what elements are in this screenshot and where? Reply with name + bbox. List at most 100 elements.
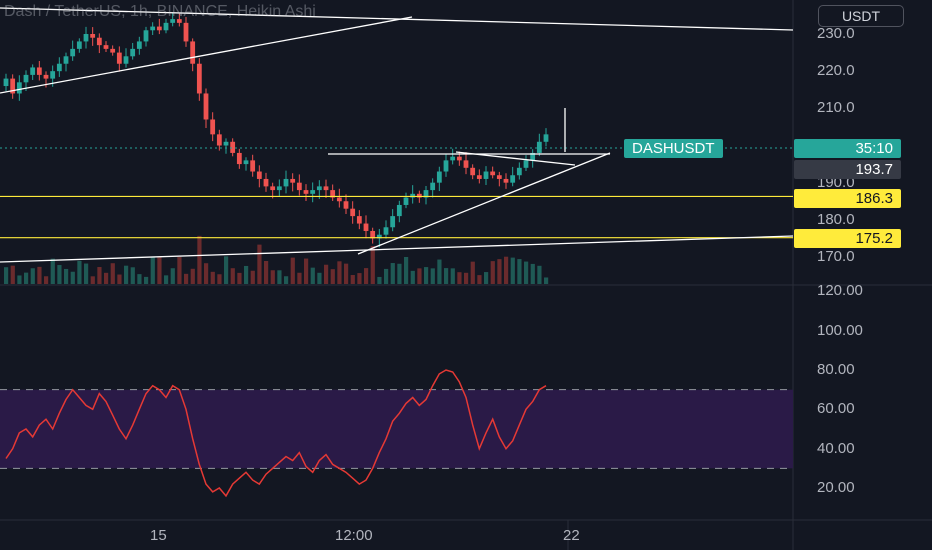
candle-body — [23, 74, 29, 83]
candle-body — [530, 152, 536, 161]
volume-bar — [417, 268, 422, 284]
candle-body — [376, 234, 382, 239]
volume-bar — [364, 268, 369, 284]
volume-bar — [510, 257, 515, 284]
price-tick: 230.0 — [817, 25, 855, 42]
rsi-band — [0, 389, 793, 469]
price-tick: 210.0 — [817, 99, 855, 117]
volume-bar — [37, 266, 42, 284]
candle-body — [250, 160, 256, 172]
candle-body — [456, 156, 462, 161]
volume-bar — [504, 256, 509, 284]
volume-bar — [137, 274, 142, 284]
volume-bar — [210, 271, 215, 284]
volume-bar — [50, 258, 55, 284]
currency-selector[interactable]: USDT — [818, 5, 904, 27]
volume-bar — [290, 257, 295, 284]
volume-bar — [410, 270, 415, 284]
volume-bar — [84, 263, 89, 284]
volume-bar — [184, 273, 189, 284]
volume-bar — [250, 270, 255, 284]
candle-body — [343, 201, 349, 209]
volume-bar — [124, 265, 129, 284]
trendline-lower — [0, 235, 794, 263]
candle-body — [263, 178, 269, 187]
candle-body — [56, 63, 62, 72]
volume-bar — [390, 263, 395, 284]
last-price-badge: 193.7 — [794, 160, 901, 179]
volume-bar — [30, 268, 35, 284]
candle-body — [463, 160, 469, 168]
volume-bar — [170, 268, 175, 284]
volume-bar — [344, 263, 349, 284]
volume-bar — [57, 265, 62, 284]
volume-bar — [64, 268, 69, 284]
candle-body — [283, 178, 289, 187]
candle-body — [30, 67, 36, 75]
volume-bar — [104, 272, 109, 284]
candle-body — [443, 160, 449, 172]
level-badge-186: 186.3 — [794, 189, 901, 208]
volume-bar — [144, 276, 149, 284]
candle-body — [223, 141, 229, 146]
volume-bar — [330, 269, 335, 284]
volume-bar — [537, 265, 542, 284]
volume-bar — [224, 256, 229, 284]
rsi-tick: 40.00 — [817, 439, 855, 457]
candle-body — [423, 190, 429, 198]
trendline-top — [0, 7, 794, 31]
candle-body — [83, 34, 89, 42]
candle-body — [10, 78, 16, 94]
volume-bar — [264, 260, 269, 284]
candle-body — [176, 19, 182, 23]
candle-body — [183, 22, 189, 42]
candle-body — [163, 22, 169, 31]
volume-bar — [470, 261, 475, 284]
volume-bar — [110, 263, 115, 284]
candle-body — [390, 216, 396, 228]
candle-body — [70, 48, 76, 57]
candle-body — [236, 152, 242, 165]
volume-bar — [437, 259, 442, 284]
volume-bar — [230, 268, 235, 284]
candle-body — [363, 223, 369, 231]
candle-body — [16, 82, 22, 94]
volume-bar — [130, 267, 135, 284]
candle-body — [156, 26, 162, 31]
candle-body — [196, 63, 202, 94]
candle-body — [503, 178, 509, 183]
candle-body — [350, 208, 356, 217]
trendline-upper-left — [0, 16, 413, 94]
candle-body — [356, 216, 362, 224]
volume-bar — [530, 263, 535, 284]
candle-body — [396, 204, 402, 217]
symbol-badge: DASHUSDT — [624, 139, 723, 158]
volume-bar — [304, 258, 309, 284]
volume-bar — [464, 272, 469, 284]
volume-bar — [24, 272, 29, 284]
volume-bar — [497, 259, 502, 284]
volume-bar — [310, 267, 315, 284]
candle-body — [256, 171, 262, 179]
volume-bar — [404, 256, 409, 284]
volume-bar — [117, 274, 122, 284]
candle-body — [276, 186, 282, 191]
volume-bar — [370, 246, 375, 284]
level-badge-175: 175.2 — [794, 229, 901, 248]
candle-body — [63, 56, 69, 64]
candle-body — [36, 67, 42, 75]
volume-bar — [524, 261, 529, 284]
rsi-tick: 100.00 — [817, 321, 863, 339]
candle-body — [43, 74, 49, 79]
trendline-triangle-support — [357, 152, 611, 255]
volume-bar — [444, 268, 449, 284]
volume-bar — [257, 244, 262, 284]
candle-body — [90, 34, 96, 38]
rsi-tick: 20.00 — [817, 479, 855, 496]
candle-body — [483, 171, 489, 179]
candle-body — [76, 41, 82, 49]
volume-bar — [244, 265, 249, 284]
volume-bar — [397, 263, 402, 284]
volume-bar — [190, 268, 195, 284]
